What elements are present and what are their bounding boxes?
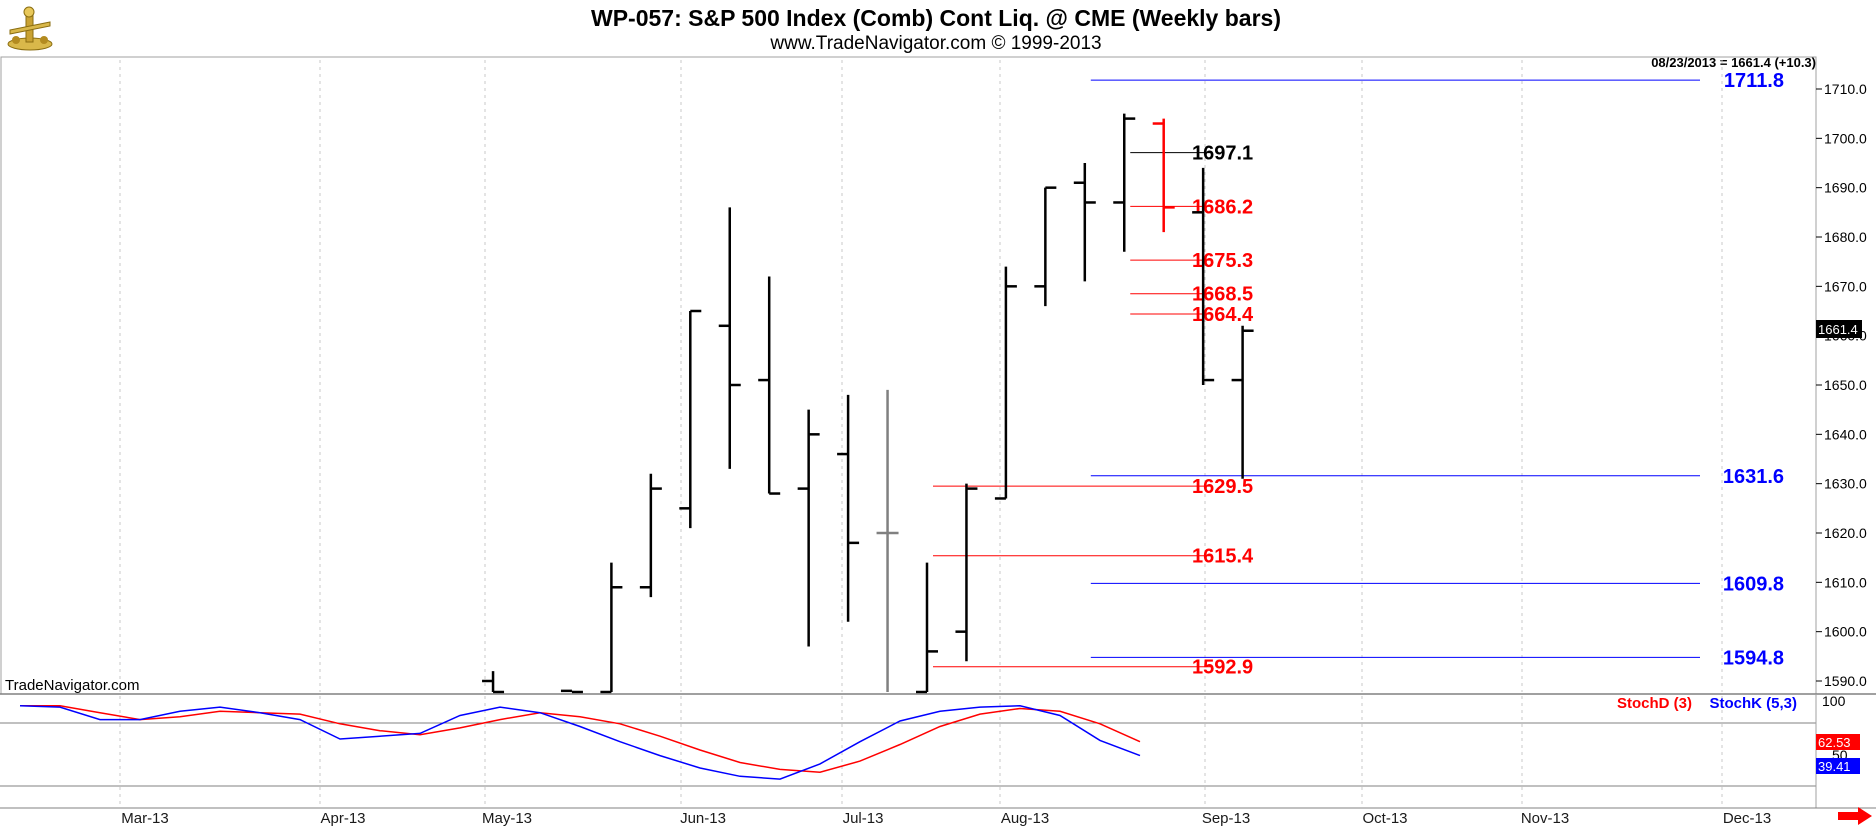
- level-label: 1592.9: [1192, 657, 1253, 679]
- level-label: 1594.8: [1723, 647, 1784, 669]
- y-tick-label: 1620.0: [1824, 525, 1867, 541]
- level-label: 1686.2: [1192, 196, 1253, 218]
- chart-title: WP-057: S&P 500 Index (Comb) Cont Liq. @…: [591, 5, 1281, 31]
- ohlc-bar: [797, 409, 820, 647]
- level-label: 1675.3: [1192, 250, 1253, 272]
- x-tick-label: Oct-13: [1362, 810, 1407, 827]
- x-tick-label: May-13: [482, 810, 532, 827]
- ohlc-bar: [1152, 118, 1175, 233]
- stoch-tick-100: 100: [1822, 693, 1846, 709]
- price-panel: 1590.0 1600.0 1610.0 1620.0 1630.0 1640.0 1650…: [0, 56, 1867, 695]
- level-label: 1668.5: [1192, 284, 1253, 306]
- ohlc-bar: [718, 207, 741, 469]
- y-tick-label: 1640.0: [1824, 426, 1867, 442]
- current-price-value: 1661.4: [1818, 322, 1858, 337]
- ohlc-bar: [560, 689, 583, 694]
- stoch-k-line: [19, 705, 1141, 780]
- tradenavigator-logo-icon: [7, 6, 53, 51]
- y-tick-label: 1710.0: [1824, 81, 1867, 97]
- y-tick-label: 1590.0: [1824, 673, 1867, 689]
- ohlc-bar: [1192, 167, 1215, 385]
- last-bar-info: 08/23/2013 = 1661.4 (+10.3): [1651, 55, 1816, 70]
- date-axis: Mar-13 Apr-13 May-13 Jun-13 Jul-13 Aug-13 Sep-…: [121, 810, 1771, 827]
- level-label: 1609.8: [1723, 573, 1784, 595]
- x-tick-label: Dec-13: [1723, 810, 1771, 827]
- price-axis: 1590.0 1600.0 1610.0 1620.0 1630.0 1640.0 1650…: [1816, 81, 1867, 689]
- chart-subtitle: www.TradeNavigator.com © 1999-2013: [769, 33, 1101, 54]
- stoch-d-value: 62.53: [1818, 735, 1851, 750]
- ohlc-bar: [916, 562, 938, 694]
- stoch-k-badge: [1816, 758, 1860, 774]
- ohlc-bar: [639, 473, 662, 598]
- ohlc-bar: [1073, 163, 1096, 282]
- x-tick-label: Apr-13: [320, 810, 365, 827]
- stochastic-panel: StochD (3) StochK (5,3) 100 50 62.53 39.…: [0, 693, 1860, 808]
- stoch-k-legend: StochK (5,3): [1709, 695, 1797, 712]
- vertical-gridlines: [119, 60, 1723, 692]
- ohlc-bar: [1034, 186, 1057, 307]
- watermark: TradeNavigator.com: [5, 677, 140, 694]
- x-tick-label: Aug-13: [1001, 810, 1049, 827]
- ohlc-bar: [679, 309, 702, 529]
- ohlc-bar: [758, 276, 781, 495]
- y-tick-label: 1600.0: [1824, 624, 1867, 640]
- stoch-d-line: [20, 705, 1141, 773]
- ohlc-bar: [876, 389, 899, 692]
- ohlc-bar: [955, 483, 978, 662]
- ohlc-bar: [837, 394, 860, 622]
- y-tick-label: 1680.0: [1824, 229, 1867, 245]
- ohlc-bar: [1113, 113, 1136, 252]
- y-tick-label: 1700.0: [1824, 130, 1867, 146]
- y-tick-label: 1690.0: [1824, 180, 1867, 196]
- y-tick-label: 1630.0: [1824, 476, 1867, 492]
- level-label: 1631.6: [1723, 466, 1784, 488]
- scroll-right-arrow-icon[interactable]: [1838, 807, 1872, 825]
- stochastic-gridlines: [119, 696, 1723, 806]
- stoch-d-legend: StochD (3): [1617, 695, 1692, 712]
- level-label: 1711.8: [1724, 70, 1784, 92]
- y-tick-label: 1670.0: [1824, 278, 1867, 294]
- y-tick-label: 1610.0: [1824, 574, 1867, 590]
- x-tick-label: Jul-13: [843, 810, 884, 827]
- level-label: 1629.5: [1192, 476, 1253, 498]
- x-tick-label: Mar-13: [121, 810, 169, 827]
- y-tick-label: 1650.0: [1824, 377, 1867, 393]
- x-tick-label: Sep-13: [1202, 810, 1250, 827]
- current-price-badge: [1816, 320, 1862, 338]
- ohlc-bar: [1231, 325, 1254, 479]
- ohlc-bar: [600, 562, 623, 694]
- ohlc-bars: [482, 113, 1254, 694]
- level-label: 1664.4: [1192, 304, 1254, 326]
- stoch-k-value: 39.41: [1818, 759, 1851, 774]
- ohlc-bar: [994, 266, 1017, 500]
- level-label: 1615.4: [1192, 546, 1254, 568]
- x-tick-label: Jun-13: [680, 810, 726, 827]
- stoch-d-badge: [1816, 734, 1860, 750]
- ohlc-bar: [482, 671, 505, 694]
- x-tick-label: Nov-13: [1521, 810, 1569, 827]
- level-label: 1697.1: [1192, 143, 1253, 165]
